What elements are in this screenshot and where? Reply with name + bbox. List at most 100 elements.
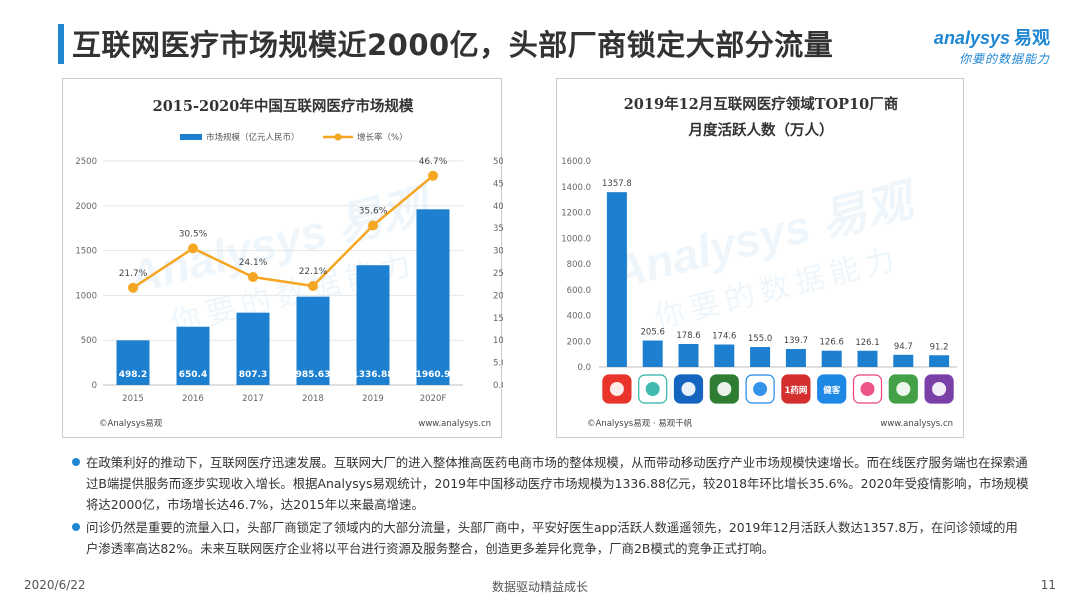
y-tick-label: 2500 — [75, 157, 97, 167]
bar-value-label: 1357.8 — [602, 179, 632, 189]
y-tick-label: 600.0 — [567, 286, 591, 296]
bar — [893, 354, 914, 367]
bar — [714, 344, 735, 367]
y-tick-label: 200.0 — [567, 337, 591, 347]
footer-slogan: 数据驱动精益成长 — [491, 580, 588, 594]
logo-a-mark: a — [933, 28, 944, 48]
chart-title-line-1: 2019年12月互联网医疗领域TOP10厂商 — [624, 95, 899, 113]
pingan-doctor-icon — [602, 374, 632, 404]
bar-value-label: 650.4 — [179, 370, 207, 380]
chart-source: ©Analysys易观 · 易观千帆 — [587, 418, 693, 429]
chart-source: ©Analysys易观 — [99, 419, 163, 429]
y-tick-label: 2000 — [75, 202, 97, 212]
y-tick-label: 1400.0 — [561, 183, 591, 193]
app-2-icon — [638, 374, 668, 404]
x-tick-label: 2020F — [420, 394, 447, 404]
bar-value-label: 94.7 — [894, 342, 913, 352]
growth-rate-label: 30.5% — [179, 229, 208, 239]
y-tick-label: 800.0 — [567, 260, 591, 270]
app-icon-tile — [781, 374, 811, 404]
growth-rate-line — [132, 174, 434, 289]
bar-value-label: 155.0 — [748, 334, 772, 344]
x-tick-label: 2017 — [242, 394, 264, 404]
y-tick-label: 400.0 — [567, 312, 591, 322]
footer-date: 2020/6/22 — [24, 578, 86, 592]
y2-tick-label: 50.0% — [493, 157, 503, 167]
bar-value-label: 807.3 — [239, 370, 267, 380]
growth-rate-label: 35.6% — [359, 207, 388, 217]
bullet-text-1: 在政策利好的推动下，互联网医疗迅速发展。互联网大厂的进入整体推高医药电商市场的整… — [86, 455, 1029, 512]
bar-value-label: 985.63 — [296, 370, 331, 380]
title-accent-bar — [58, 24, 64, 64]
bar-value-label: 1960.9 — [416, 370, 451, 380]
legend-label-line: 增长率（%） — [357, 132, 408, 143]
bar-value-label: 174.6 — [712, 332, 736, 342]
chart-legend: 市场规模（亿元人民币） 增长率（%） — [180, 132, 408, 143]
chart-title: 2015-2020年中国互联网医疗市场规模 — [153, 97, 414, 115]
bar-value-label: 91.2 — [930, 342, 949, 352]
app-7-icon: 健客 — [817, 374, 847, 404]
bar — [750, 347, 771, 367]
legend-swatch-bar — [180, 134, 202, 140]
app-icon-tile — [817, 374, 847, 404]
y-tick-label: 500 — [81, 336, 97, 346]
bullet-dot — [72, 523, 80, 531]
y-tick-label: 1000.0 — [561, 234, 591, 244]
chart-title-line-2: 月度活跃人数（万人） — [688, 121, 834, 139]
bar — [356, 265, 390, 385]
market-size-chart-panel: Analysys 易观 你要的数据能力 2015-2020年中国互联网医疗市场规模市… — [62, 78, 503, 438]
app-icon-glyph — [860, 382, 875, 396]
bar — [116, 340, 150, 385]
app-9-icon — [888, 374, 918, 404]
app-icon-glyph — [896, 382, 911, 396]
app-10-icon — [924, 374, 954, 404]
bar — [296, 296, 330, 385]
growth-rate-label: 22.1% — [299, 267, 328, 277]
summary-bullets: 在政策利好的推动下，互联网医疗迅速发展。互联网大厂的进入整体推高医药电商市场的整… — [70, 452, 1030, 561]
y2-tick-label: 5.0% — [493, 359, 503, 369]
app-icon-text: 健客 — [823, 385, 841, 396]
bar — [785, 349, 806, 367]
bar-value-label: 498.2 — [119, 370, 147, 380]
growth-rate-point — [308, 280, 318, 291]
page-title: 互联网医疗市场规模近2000亿，头部厂商锁定大部分流量 — [72, 28, 834, 62]
growth-rate-label: 46.7% — [419, 157, 448, 167]
bar — [821, 350, 842, 367]
app-icon-glyph — [609, 382, 624, 396]
y2-tick-label: 35.0% — [493, 224, 503, 234]
bar — [176, 326, 210, 385]
logo-brand-cn: 易观 — [1014, 28, 1050, 49]
app-3-icon — [673, 374, 704, 404]
bar-value-label: 178.6 — [676, 331, 700, 341]
app-icon-glyph — [717, 382, 732, 396]
bar — [606, 192, 627, 367]
bullet-text-2: 问诊仍然是重要的流量入口，头部厂商锁定了领域内的大部分流量，头部厂商中，平安好医… — [86, 520, 1018, 556]
app-5-icon — [745, 374, 775, 404]
y2-tick-label: 25.0% — [493, 269, 503, 279]
bullet-dot — [72, 458, 80, 466]
x-tick-label: 2016 — [182, 394, 204, 404]
app-6-icon: 1药网 — [781, 374, 811, 404]
x-tick-label: 2019 — [362, 394, 384, 404]
bar — [642, 340, 663, 367]
growth-rate-point — [428, 170, 438, 181]
y-tick-label: 1000 — [75, 291, 97, 301]
bar-value-label: 126.6 — [820, 338, 844, 348]
logo-brand-text: nalysys — [943, 28, 1010, 48]
app-icon-glyph — [645, 382, 660, 396]
bar — [678, 344, 699, 367]
y-tick-label: 1500 — [75, 247, 97, 257]
logo-brand: analysys 易观 — [934, 24, 1050, 50]
y2-tick-label: 40.0% — [493, 202, 503, 212]
y2-tick-label: 20.0% — [493, 291, 503, 301]
legend-swatch-marker — [334, 133, 342, 141]
market-size-chart: Analysys 易观你要的数据能力2015-2020年中国互联网医疗市场规模市… — [75, 97, 503, 429]
x-tick-label: 2015 — [122, 394, 144, 404]
y-tick-label: 0 — [92, 381, 97, 391]
growth-rate-label: 24.1% — [239, 258, 268, 268]
x-tick-label: 2018 — [302, 394, 324, 404]
bar — [416, 209, 450, 385]
bullet-item-2: 问诊仍然是重要的流量入口，头部厂商锁定了领域内的大部分流量，头部厂商中，平安好医… — [70, 517, 1030, 559]
